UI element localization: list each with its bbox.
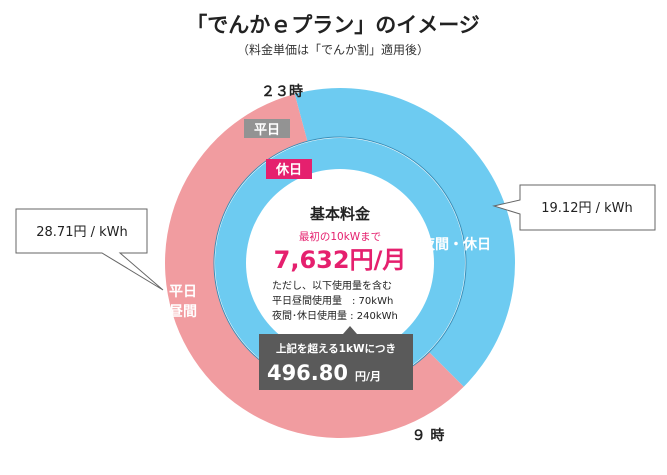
rate-callout-left-box <box>15 208 164 291</box>
slice-label-weekday-day-1: 平日 <box>169 284 197 300</box>
rate-callout-left-text: 28.71円 / kWh <box>36 225 127 240</box>
ring-label-weekday: 平日 <box>254 123 280 138</box>
center-price: 7,632円/月 <box>274 246 407 274</box>
ring-label-holiday-bg <box>266 159 312 179</box>
overage-callout-amount: 496.80 <box>267 361 348 385</box>
chart-title: 「でんかｅプラン」のイメージ <box>186 13 480 37</box>
center-disc <box>246 169 434 357</box>
hour-label-9: ９ 時 <box>412 427 445 444</box>
overage-callout-line1: 上記を超える1kWにつき <box>276 342 396 355</box>
ring-label-holiday: 休日 <box>275 162 302 178</box>
slice-label-night-holiday: 夜間・休日 <box>420 236 491 253</box>
rate-callout-right: 19.12円 / kWh <box>492 184 656 231</box>
center-heading: 基本料金 <box>309 205 371 223</box>
overage-callout-box <box>259 326 413 390</box>
overage-callout-unit: 円/月 <box>355 370 381 383</box>
slice-label-weekday-day-2: 昼間 <box>169 304 197 320</box>
rate-callout-right-text: 19.12円 / kWh <box>541 201 632 216</box>
center-first-kw: 最初の10kWまで <box>299 230 381 243</box>
hour-label-23: ２３時 <box>261 83 303 100</box>
center-note-2: 平日昼間使用量 : 70kWh <box>272 294 393 307</box>
chart-subtitle: （料金単価は「でんか割」適用後） <box>237 42 429 57</box>
slice-weekday-day <box>165 93 464 438</box>
slice-night-holiday-weekday <box>294 88 515 387</box>
rate-callout-left: 28.71円 / kWh <box>15 208 164 291</box>
center-note-1: ただし、以下使用量を含む <box>272 279 392 292</box>
ring-label-weekday-bg <box>244 119 290 138</box>
overage-callout: 上記を超える1kWにつき 496.80 円/月 <box>259 326 413 390</box>
rate-callout-right-box <box>492 184 656 231</box>
center-note-3: 夜間･休日使用量 : 240kWh <box>272 309 398 322</box>
